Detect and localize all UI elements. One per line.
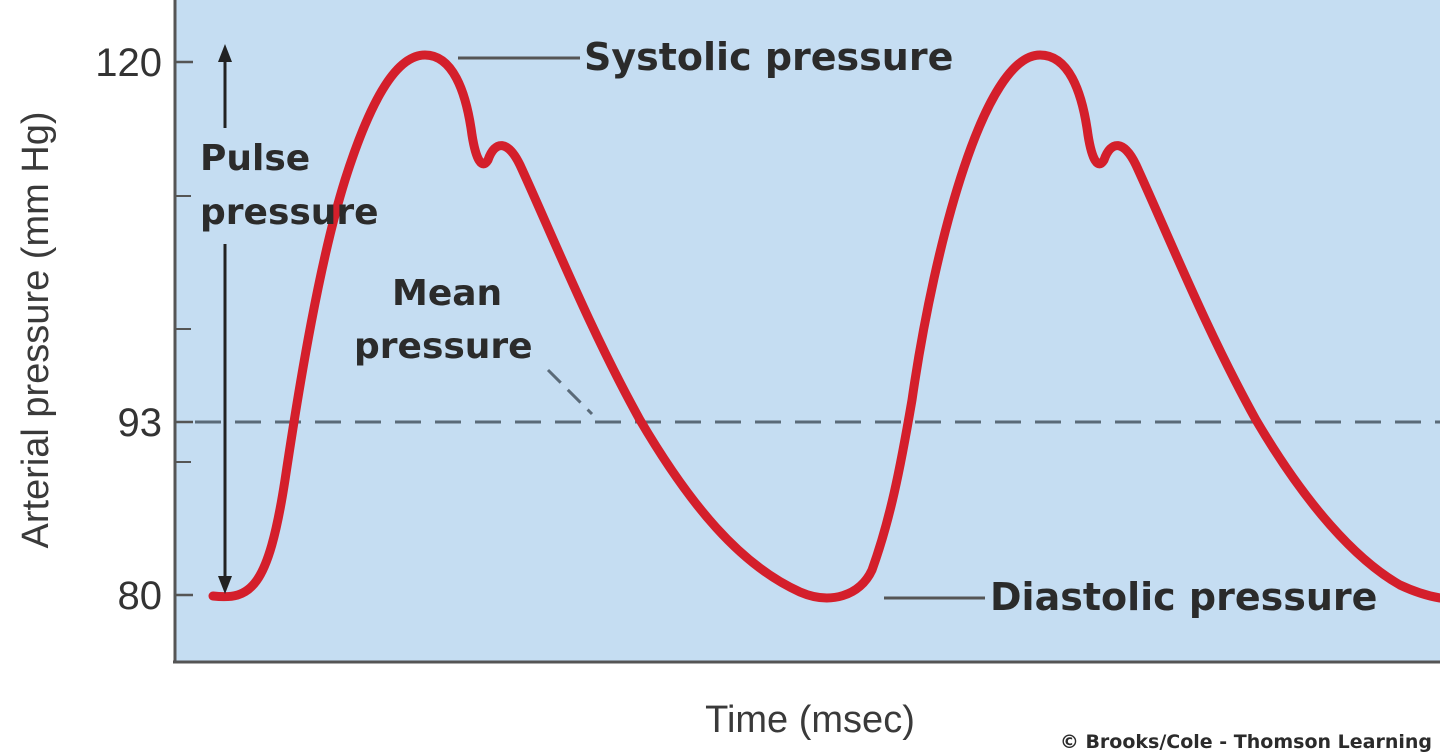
- arrow-down-head: [218, 576, 232, 594]
- y-axis-title: Arterial pressure (mm Hg): [15, 111, 57, 548]
- pulse-pressure-label-line2: pressure: [200, 192, 379, 233]
- pulse-pressure-label-line1: Pulse: [200, 138, 310, 179]
- y-tick-label-80: 80: [118, 574, 163, 618]
- plot-background: [175, 0, 1440, 662]
- y-tick-label-93: 93: [118, 401, 163, 445]
- x-axis-title: Time (msec): [705, 699, 915, 741]
- pressure-waveform: [208, 50, 1440, 603]
- diastolic-label: Diastolic pressure: [990, 575, 1377, 619]
- mean-pressure-pointer-line: [546, 368, 594, 416]
- copyright-credit: © Brooks/Cole - Thomson Learning: [1060, 731, 1432, 753]
- mean-pressure-label-line2: pressure: [354, 326, 533, 367]
- systolic-label: Systolic pressure: [584, 35, 953, 79]
- y-tick-label-120: 120: [95, 41, 162, 85]
- arrow-up-head: [218, 44, 232, 62]
- mean-pressure-label-line1: Mean: [392, 273, 502, 314]
